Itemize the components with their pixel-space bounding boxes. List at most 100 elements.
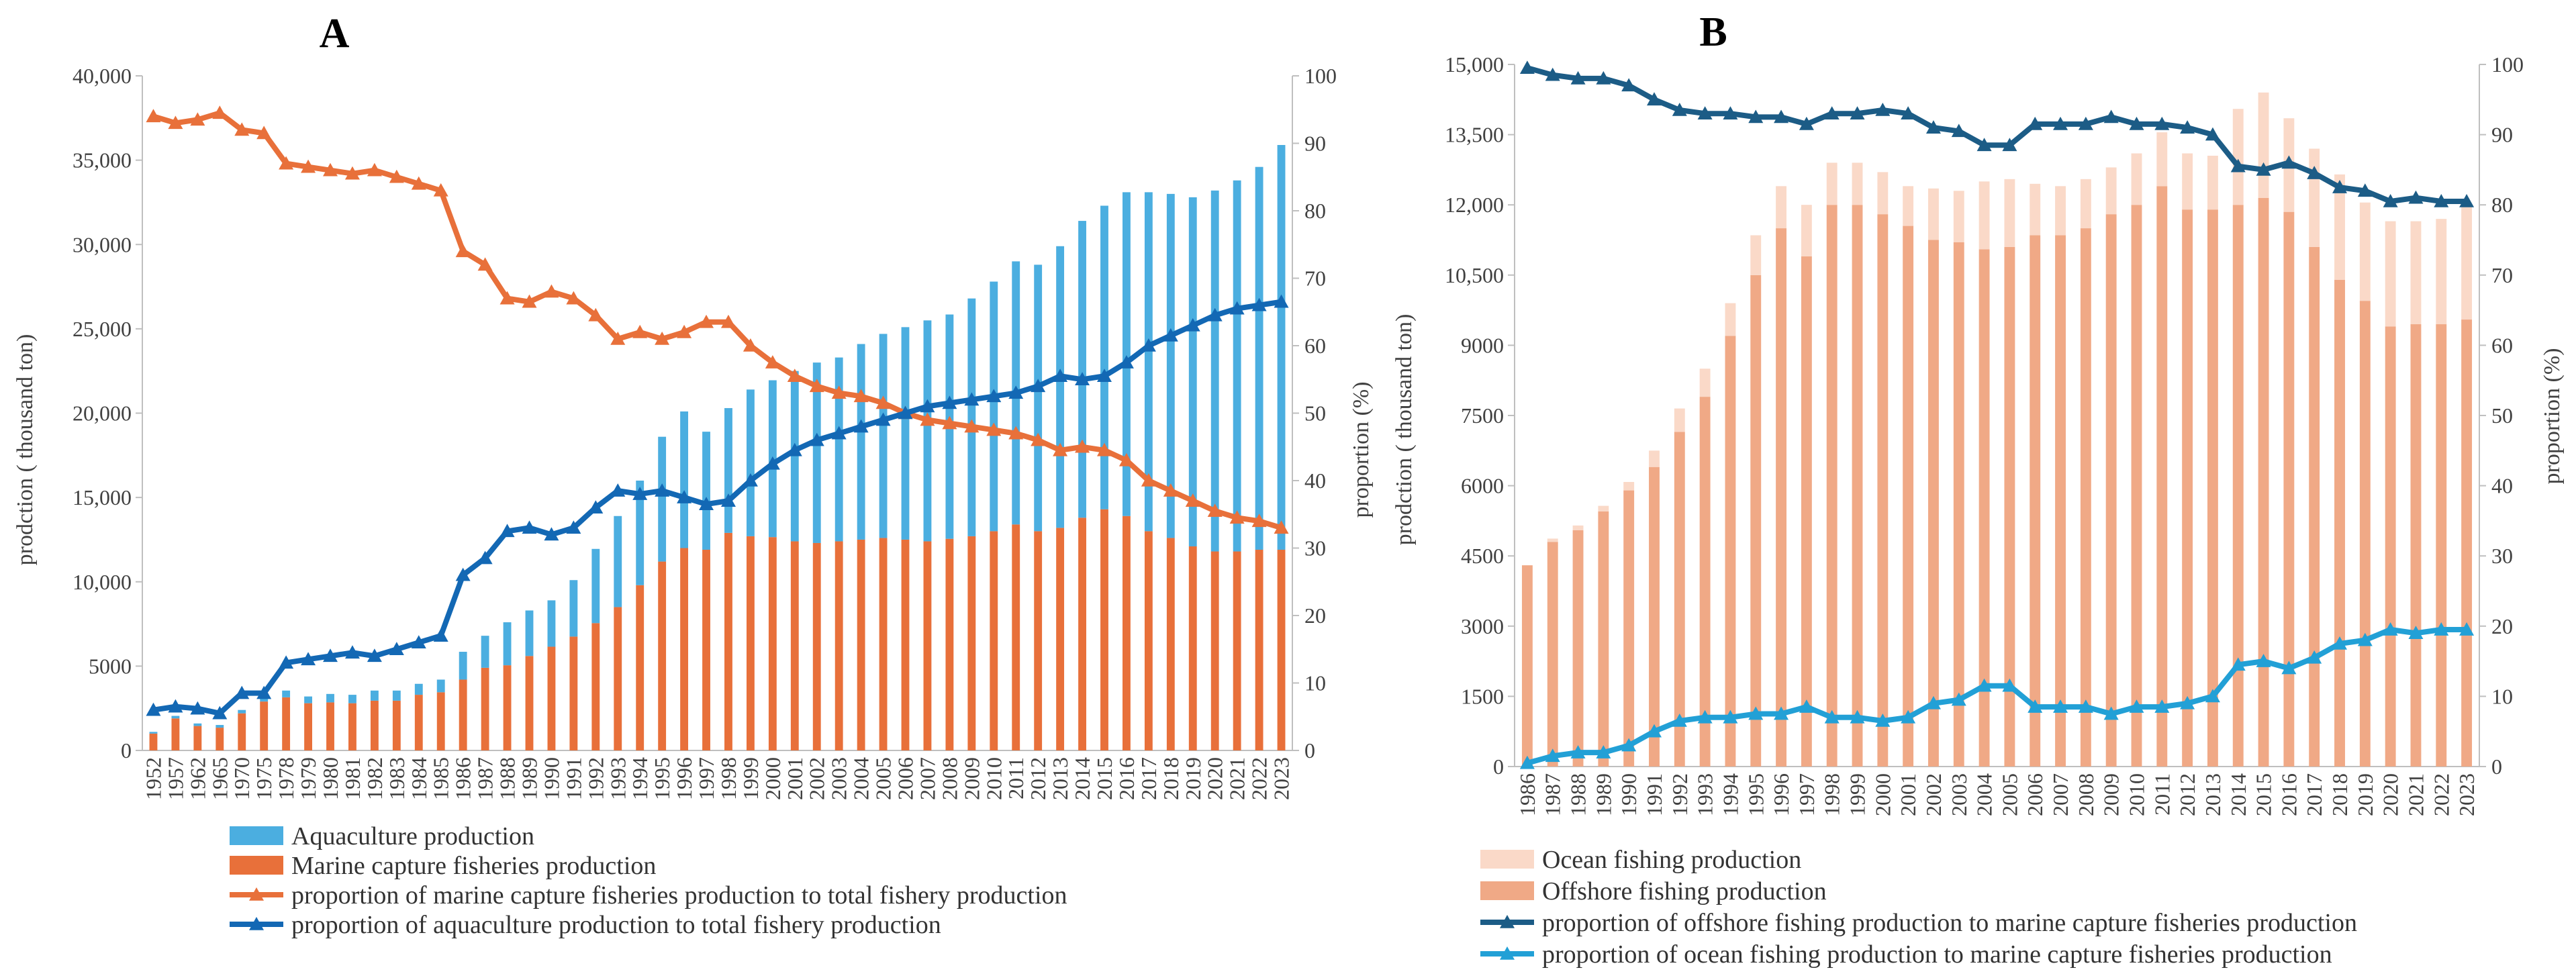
a-bar-aquaculture-production-2005 [879, 334, 888, 538]
b-xtick-label: 1990 [1617, 773, 1641, 816]
b-bar-offshore-fishing-production-2001 [1903, 226, 1914, 767]
b-xtick-label: 2004 [1972, 773, 1997, 816]
a-line-2-point [301, 159, 316, 173]
b-xtick-label: 2022 [2429, 773, 2453, 816]
a-line-2-point [875, 395, 891, 409]
a-xtick-label: 1957 [163, 757, 187, 800]
a-bar-marine-capture-fisheries-production-1994 [636, 585, 645, 750]
a-line-2-point [632, 324, 648, 338]
b-line-2-point [1850, 106, 1865, 120]
a-line-2-point [1053, 442, 1068, 456]
a-bar-marine-capture-fisheries-production-2004 [857, 539, 865, 750]
a-line-2-point [1008, 426, 1024, 440]
a-line-2-point [455, 244, 471, 258]
b-xtick-label: 1998 [1820, 773, 1844, 816]
a-bar-marine-capture-fisheries-production-2001 [790, 541, 799, 750]
b-legend-marker [1500, 915, 1515, 928]
b-line-3-point [1824, 709, 1840, 724]
a-line-3-point [920, 399, 935, 413]
a-line-2-point [743, 338, 758, 352]
a-bar-marine-capture-fisheries-production-1985 [436, 692, 445, 750]
a-ytick-label: 10,000 [73, 570, 132, 594]
b-bar-ocean-fishing-production-2022 [2436, 219, 2447, 325]
a-line-2-point [920, 412, 935, 426]
a-line-2-point [853, 389, 869, 403]
b-xtick-label: 2002 [1921, 773, 1946, 816]
a-line-2-point [433, 183, 448, 197]
a-xtick-label: 2017 [1137, 757, 1161, 800]
b-line-2-point [1570, 70, 1586, 85]
a-bar-aquaculture-production-1984 [414, 683, 423, 695]
a-bar-marine-capture-fisheries-production-2017 [1144, 531, 1153, 750]
panel-a-right-axis: 0 10 20 30 40 50 60 70 80 90 100 [1292, 64, 1337, 763]
a-line-2-point [1075, 439, 1090, 453]
a-line-3-point [809, 432, 824, 446]
b-ytick-label: 15,000 [1445, 52, 1504, 77]
a-line-3-point [1274, 294, 1289, 308]
a-bar-marine-capture-fisheries-production-1988 [503, 665, 512, 750]
a-bar-aquaculture-production-1980 [326, 693, 334, 703]
panel-a-y2label: proportion (%) [1349, 381, 1374, 518]
a-bar-marine-capture-fisheries-production-1992 [591, 623, 600, 750]
a-line-3-point [212, 705, 228, 720]
a-xtick-label: 2008 [937, 757, 961, 800]
b-bar-ocean-fishing-production-2004 [1978, 181, 1990, 250]
a-xtick-label: 2007 [915, 757, 939, 800]
b-legend-marker [1500, 946, 1515, 960]
a-xtick-label: 1952 [141, 757, 165, 800]
a-xtick-label: 2018 [1159, 757, 1183, 800]
a-bar-aquaculture-production-1952 [149, 732, 158, 734]
b-y2tick-label: 30 [2491, 544, 2513, 568]
a-line-2-point [146, 109, 161, 123]
b-line-3-point [1519, 755, 1535, 769]
a-bar-marine-capture-fisheries-production-1952 [149, 733, 158, 750]
a-xtick-label: 1986 [451, 757, 475, 800]
a-line-3-point [1207, 307, 1223, 322]
a-bar-marine-capture-fisheries-production-1993 [614, 607, 622, 750]
a-ytick-label: 25,000 [73, 317, 132, 341]
a-bar-marine-capture-fisheries-production-2010 [990, 531, 998, 750]
b-line-3-point [1545, 748, 1560, 763]
b-line-2-point [2434, 193, 2449, 207]
b-bar-offshore-fishing-production-1997 [1801, 256, 1812, 767]
b-bar-ocean-fishing-production-2023 [2461, 205, 2473, 320]
a-ytick-label: 5000 [89, 654, 132, 678]
a-line-3-point [655, 483, 670, 497]
b-xtick-label: 1995 [1744, 773, 1768, 816]
a-line-3-point [1096, 369, 1112, 383]
a-legend-label: Marine capture fisheries production [291, 852, 656, 880]
b-bar-offshore-fishing-production-2000 [1877, 214, 1889, 767]
b-ytick-label: 9000 [1461, 333, 1504, 357]
a-xtick-label: 1999 [738, 757, 763, 800]
a-line-3-point [1163, 328, 1178, 342]
a-bar-aquaculture-production-2020 [1210, 190, 1219, 552]
b-bar-ocean-fishing-production-1990 [1623, 482, 1635, 491]
panel-a: A 0 5000 10,000 15,000 20,000 25,000 30,000 35,… [13, 11, 1374, 939]
a-bar-marine-capture-fisheries-production-1986 [459, 679, 467, 750]
b-xtick-label: 1987 [1541, 773, 1565, 816]
a-bar-marine-capture-fisheries-production-2023 [1277, 550, 1286, 750]
b-line-2-point [2408, 190, 2424, 204]
b-line-3-point [2434, 622, 2449, 636]
b-line-3-point [1799, 699, 1814, 713]
b-bar-offshore-fishing-production-1990 [1623, 490, 1635, 767]
b-bar-ocean-fishing-production-1991 [1649, 450, 1660, 467]
a-bar-aquaculture-production-2022 [1255, 166, 1263, 550]
b-line-2-point [1824, 106, 1840, 120]
b-bar-offshore-fishing-production-1988 [1572, 530, 1584, 767]
a-bar-aquaculture-production-2004 [857, 344, 865, 540]
b-bar-ocean-fishing-production-2020 [2385, 221, 2396, 327]
b-xtick-label: 1996 [1769, 773, 1793, 816]
a-bar-marine-capture-fisheries-production-2013 [1056, 528, 1065, 750]
a-ytick-label: 20,000 [73, 401, 132, 426]
b-xtick-label: 1988 [1566, 773, 1590, 816]
b-line-3-point [1976, 678, 1992, 692]
b-line-3-point [2459, 622, 2475, 636]
a-bar-aquaculture-production-2009 [967, 298, 976, 536]
a-bar-marine-capture-fisheries-production-2003 [834, 541, 843, 750]
a-legend-marker [249, 887, 264, 901]
b-bar-offshore-fishing-production-2006 [2030, 235, 2041, 767]
a-line-3-point [588, 500, 604, 513]
a-bar-marine-capture-fisheries-production-2019 [1188, 546, 1197, 750]
